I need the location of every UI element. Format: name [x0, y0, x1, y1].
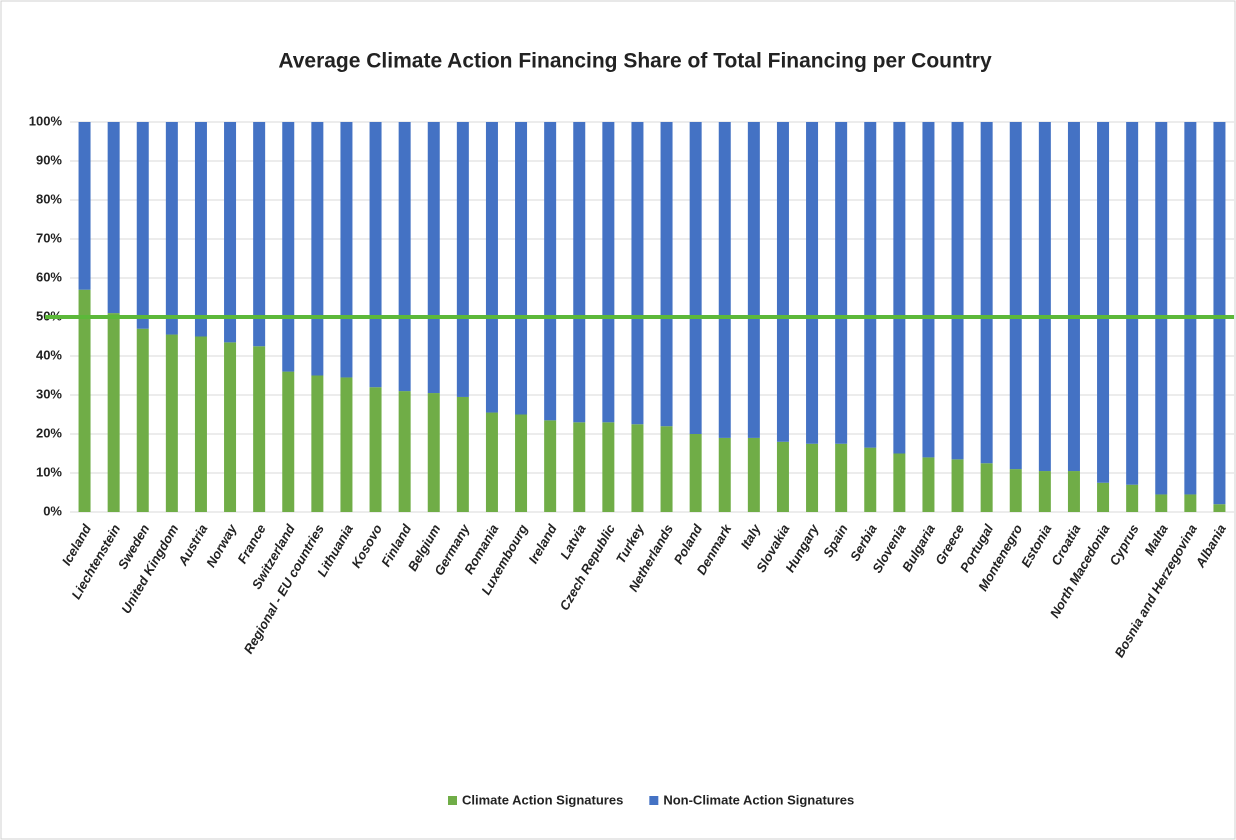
bar-segment	[602, 422, 615, 512]
bar-segment	[631, 424, 644, 512]
bar-segment	[922, 457, 935, 512]
y-tick-label: 20%	[36, 425, 62, 440]
bar-segment	[1097, 122, 1110, 483]
bar-segment	[951, 459, 964, 512]
bar-segment	[253, 122, 266, 347]
bar-segment	[864, 122, 877, 448]
bar-segment	[224, 122, 237, 343]
bar-segment	[78, 289, 91, 512]
bar-segment	[282, 122, 295, 372]
bar-segment	[1184, 494, 1197, 512]
y-tick-label: 10%	[36, 464, 62, 479]
y-tick-label: 70%	[36, 230, 62, 245]
bar-segment	[1126, 122, 1139, 485]
bar-segment	[107, 122, 120, 314]
bar-segment	[980, 463, 993, 512]
bar-segment	[427, 122, 440, 394]
bar-segment	[1009, 469, 1022, 512]
bar-segment	[194, 122, 207, 337]
bar-segment	[806, 443, 819, 512]
bar-segment	[282, 371, 295, 512]
bar-segment	[1097, 482, 1110, 512]
bar-segment	[747, 122, 760, 438]
bar-segment	[806, 122, 819, 444]
bar-segment	[1126, 484, 1139, 512]
y-tick-label: 90%	[36, 152, 62, 167]
bar-segment	[340, 377, 353, 512]
bar-segment	[1067, 471, 1080, 512]
bar-segment	[1155, 122, 1168, 495]
bar-segment	[544, 420, 557, 512]
legend-label: Climate Action Signatures	[462, 792, 623, 807]
bar-segment	[398, 122, 411, 392]
bar-segment	[427, 393, 440, 512]
bar-segment	[136, 328, 149, 512]
legend-swatch	[649, 796, 659, 805]
bar-segment	[835, 122, 848, 444]
bar-segment	[747, 437, 760, 512]
y-tick-label: 30%	[36, 386, 62, 401]
bar-segment	[224, 342, 237, 512]
bar-segment	[515, 414, 528, 512]
y-tick-label: 40%	[36, 347, 62, 362]
bar-segment	[660, 426, 673, 512]
bar-segment	[369, 122, 382, 388]
bar-segment	[776, 122, 789, 442]
bar-segment	[107, 313, 120, 512]
chart-title: Average Climate Action Financing Share o…	[278, 50, 992, 73]
bar-segment	[573, 122, 586, 423]
bar-segment	[456, 396, 469, 512]
bar-segment	[1155, 494, 1168, 512]
bar-segment	[253, 346, 266, 512]
bar-segment	[573, 422, 586, 512]
bar-segment	[1184, 122, 1197, 495]
bar-segment	[718, 437, 731, 512]
bar-segment	[776, 441, 789, 512]
bar-segment	[893, 122, 906, 454]
bar-segment	[165, 122, 178, 335]
y-tick-label: 60%	[36, 269, 62, 284]
bar-segment	[689, 434, 702, 512]
bar-segment	[1038, 471, 1051, 512]
bar-segment	[689, 122, 702, 434]
bar-segment	[1038, 122, 1051, 472]
y-tick-label: 0%	[43, 503, 62, 518]
bar-segment	[485, 412, 498, 512]
bar-segment	[951, 122, 964, 460]
bar-segment	[340, 122, 353, 378]
y-tick-label: 80%	[36, 191, 62, 206]
legend-swatch	[448, 796, 457, 805]
bar-segment	[835, 443, 848, 512]
bar-segment	[660, 122, 673, 427]
bar-segment	[78, 122, 91, 290]
bar-segment	[893, 453, 906, 512]
bar-segment	[922, 122, 935, 458]
bar-segment	[602, 122, 615, 423]
bar-segment	[369, 387, 382, 512]
bar-segment	[544, 122, 557, 421]
legend-label: Non-Climate Action Signatures	[663, 792, 854, 807]
bar-segment	[864, 447, 877, 512]
bar-segment	[456, 122, 469, 397]
bar-segment	[136, 122, 149, 329]
bar-segment	[980, 122, 993, 464]
bar-segment	[398, 391, 411, 512]
bar-segment	[515, 122, 528, 415]
bar-segment	[1213, 122, 1226, 505]
bar-segment	[194, 336, 207, 512]
bar-segment	[631, 122, 644, 425]
bar-segment	[1213, 504, 1226, 512]
bar-segment	[311, 122, 324, 376]
bar-segment	[311, 375, 324, 512]
bar-segment	[165, 334, 178, 512]
bar-segment	[1009, 122, 1022, 470]
bar-segment	[718, 122, 731, 438]
y-tick-label: 100%	[29, 113, 63, 128]
bar-segment	[1067, 122, 1080, 472]
bar-segment	[485, 122, 498, 413]
